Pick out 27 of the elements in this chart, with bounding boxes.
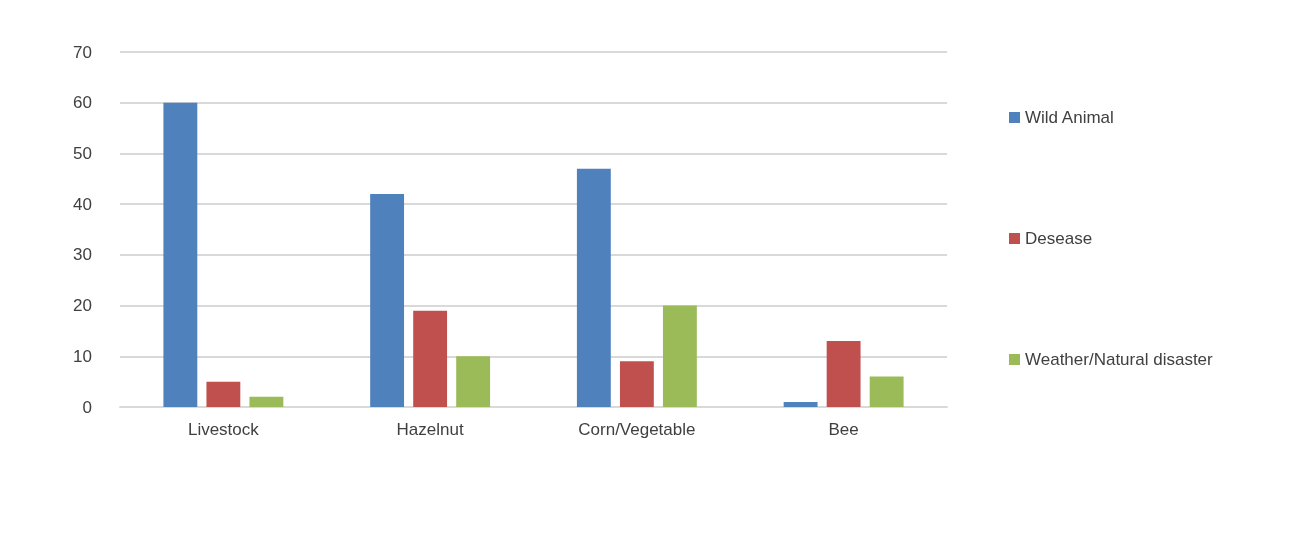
- bar: [783, 401, 818, 407]
- x-tick-label: Corn/Vegetable: [578, 420, 696, 439]
- y-tick-label: 0: [82, 397, 92, 417]
- bar: [826, 341, 861, 407]
- x-tick-label: Hazelnut: [396, 420, 464, 439]
- y-tick-label: 30: [73, 245, 92, 265]
- bar: [576, 168, 611, 407]
- y-tick-label: 20: [73, 296, 92, 316]
- bar: [413, 310, 448, 407]
- x-tick-label: Livestock: [187, 420, 260, 439]
- bar: [869, 376, 904, 407]
- bar: [662, 305, 697, 407]
- legend-label: Wild Animal: [1025, 108, 1114, 127]
- y-tick-label: 70: [73, 42, 92, 62]
- bar: [163, 102, 198, 407]
- legend-label: Desease: [1025, 229, 1093, 248]
- legend-label: Weather/Natural disaster: [1025, 350, 1214, 369]
- bar: [249, 396, 284, 407]
- y-tick-label: 50: [73, 143, 92, 163]
- bar: [206, 381, 241, 407]
- x-tick-label: Bee: [828, 420, 859, 439]
- bar: [619, 361, 654, 407]
- bar: [370, 194, 405, 407]
- y-tick-label: 40: [73, 194, 92, 214]
- y-tick-label: 10: [73, 346, 92, 366]
- y-tick-label: 60: [73, 93, 92, 113]
- bar: [456, 356, 491, 407]
